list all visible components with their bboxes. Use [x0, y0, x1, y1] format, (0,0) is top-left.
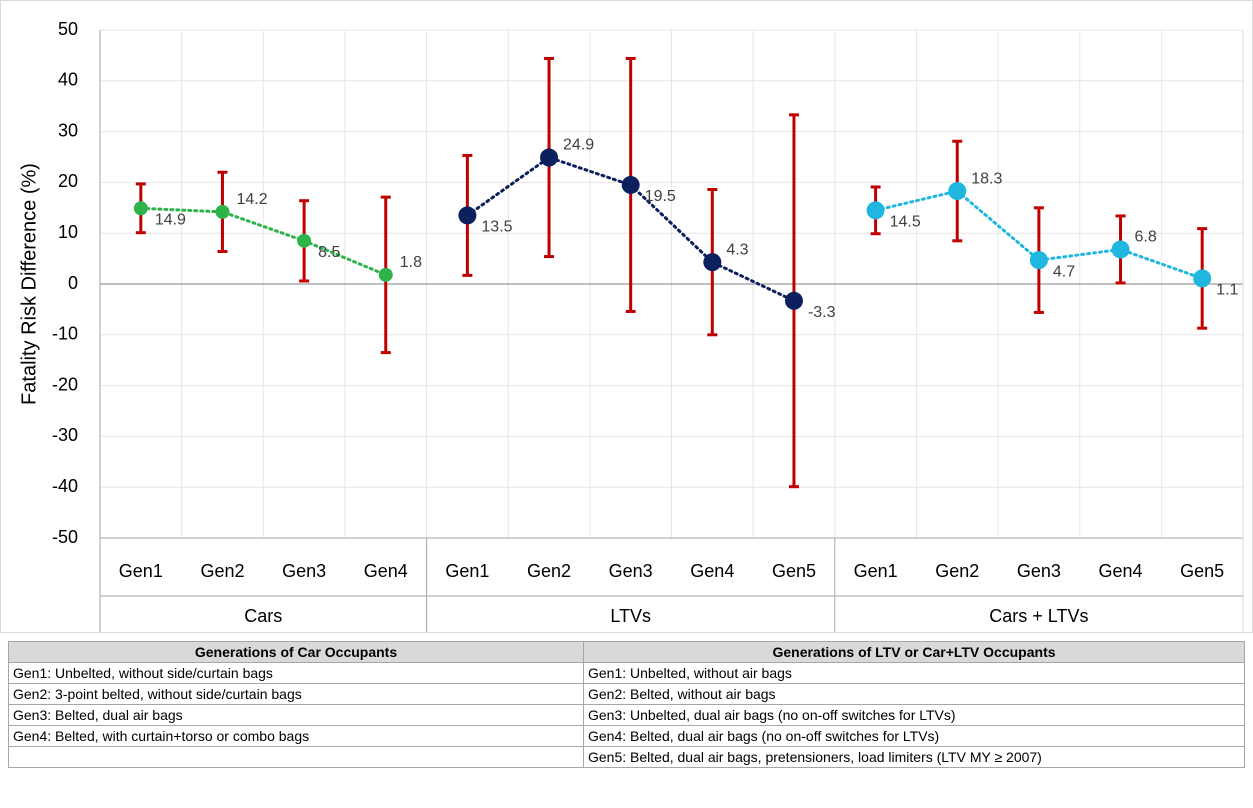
x-tick-label: Gen4 [690, 561, 734, 581]
x-tick-label: Gen1 [445, 561, 489, 581]
point [215, 204, 230, 219]
x-tick-label: Gen5 [772, 561, 816, 581]
table-cell: Gen4: Belted, with curtain+torso or comb… [8, 725, 584, 747]
y-tick-label: -40 [52, 476, 78, 496]
table-cell: Gen1: Unbelted, without side/curtain bag… [8, 662, 584, 684]
point [948, 182, 967, 201]
x-tick-label: Gen1 [119, 561, 163, 581]
y-axis-label: Fatality Risk Difference (%) [18, 163, 40, 405]
point [540, 148, 559, 167]
x-tick-label: Gen2 [527, 561, 571, 581]
data-label: 1.1 [1216, 282, 1238, 299]
table-cell: Gen3: Belted, dual air bags [8, 704, 584, 726]
table-row: Gen5: Belted, dual air bags, pretensione… [8, 746, 1245, 768]
y-tick-label: -30 [52, 425, 78, 445]
series-line [139, 206, 388, 277]
point [133, 201, 148, 216]
point [1111, 240, 1130, 259]
y-tick-label: 20 [58, 171, 78, 191]
x-tick-label: Gen3 [1017, 561, 1061, 581]
x-tick-label: Gen4 [364, 561, 408, 581]
table-cell: Gen2: Belted, without air bags [583, 683, 1245, 705]
data-label: 19.5 [645, 188, 676, 205]
point [784, 291, 803, 310]
data-label: 14.5 [890, 214, 921, 231]
table-cell [8, 746, 584, 768]
header-cell: Generations of LTV or Car+LTV Occupants [583, 641, 1245, 663]
y-tick-label: -50 [52, 527, 78, 547]
x-tick-label: Gen2 [935, 561, 979, 581]
y-tick-label: 30 [58, 120, 78, 140]
x-tick-label: Gen3 [282, 561, 326, 581]
y-tick-label: -10 [52, 324, 78, 344]
group-label: LTVs [610, 606, 651, 626]
header-cell: Generations of Car Occupants [8, 641, 584, 663]
data-label: 8.5 [318, 244, 340, 261]
x-tick-label: Gen2 [200, 561, 244, 581]
data-label: 14.2 [236, 191, 267, 208]
y-tick-label: 40 [58, 70, 78, 90]
point [378, 267, 393, 282]
point [458, 206, 477, 225]
data-label: 24.9 [563, 137, 594, 154]
data-label: 14.9 [155, 212, 186, 229]
data-label: 18.3 [971, 170, 1002, 187]
table-cell: Gen4: Belted, dual air bags (no on-off s… [583, 725, 1245, 747]
table-header: Generations of Car Occupants Generations… [8, 641, 1245, 663]
data-label: 13.5 [481, 219, 512, 236]
point [1193, 269, 1212, 288]
legend-table: Generations of Car Occupants Generations… [8, 641, 1245, 768]
point [866, 201, 885, 220]
x-tick-label: Gen5 [1180, 561, 1224, 581]
x-tick-label: Gen1 [854, 561, 898, 581]
x-tick-label: Gen4 [1099, 561, 1143, 581]
table-row: Gen1: Unbelted, without side/curtain bag… [8, 662, 1245, 684]
data-label: 1.8 [400, 254, 422, 271]
data-label: 4.7 [1053, 263, 1075, 280]
point [297, 233, 312, 248]
group-label: Cars + LTVs [989, 606, 1088, 626]
y-tick-label: -20 [52, 374, 78, 394]
table-cell: Gen2: 3-point belted, without side/curta… [8, 683, 584, 705]
point [703, 253, 722, 272]
table-cell: Gen1: Unbelted, without air bags [583, 662, 1245, 684]
point [621, 175, 640, 194]
table-row: Gen4: Belted, with curtain+torso or comb… [8, 725, 1245, 747]
data-label: -3.3 [808, 304, 836, 321]
table-row: Gen2: 3-point belted, without side/curta… [8, 683, 1245, 705]
table-cell: Gen5: Belted, dual air bags, pretensione… [583, 746, 1245, 768]
chart: Fatality Risk Difference (%) -50 -40 -30 -2… [0, 0, 1253, 633]
y-tick-label: 50 [58, 19, 78, 39]
data-label: 4.3 [726, 241, 748, 258]
group-label: Cars [244, 606, 282, 626]
point [1029, 251, 1048, 270]
x-tick-label: Gen3 [609, 561, 653, 581]
y-tick-label: 0 [68, 273, 78, 293]
table-cell: Gen3: Unbelted, dual air bags (no on-off… [583, 704, 1245, 726]
table-row: Gen3: Belted, dual air bags Gen3: Unbelte… [8, 704, 1245, 726]
y-tick-label: 10 [58, 222, 78, 242]
data-label: 6.8 [1135, 229, 1157, 246]
